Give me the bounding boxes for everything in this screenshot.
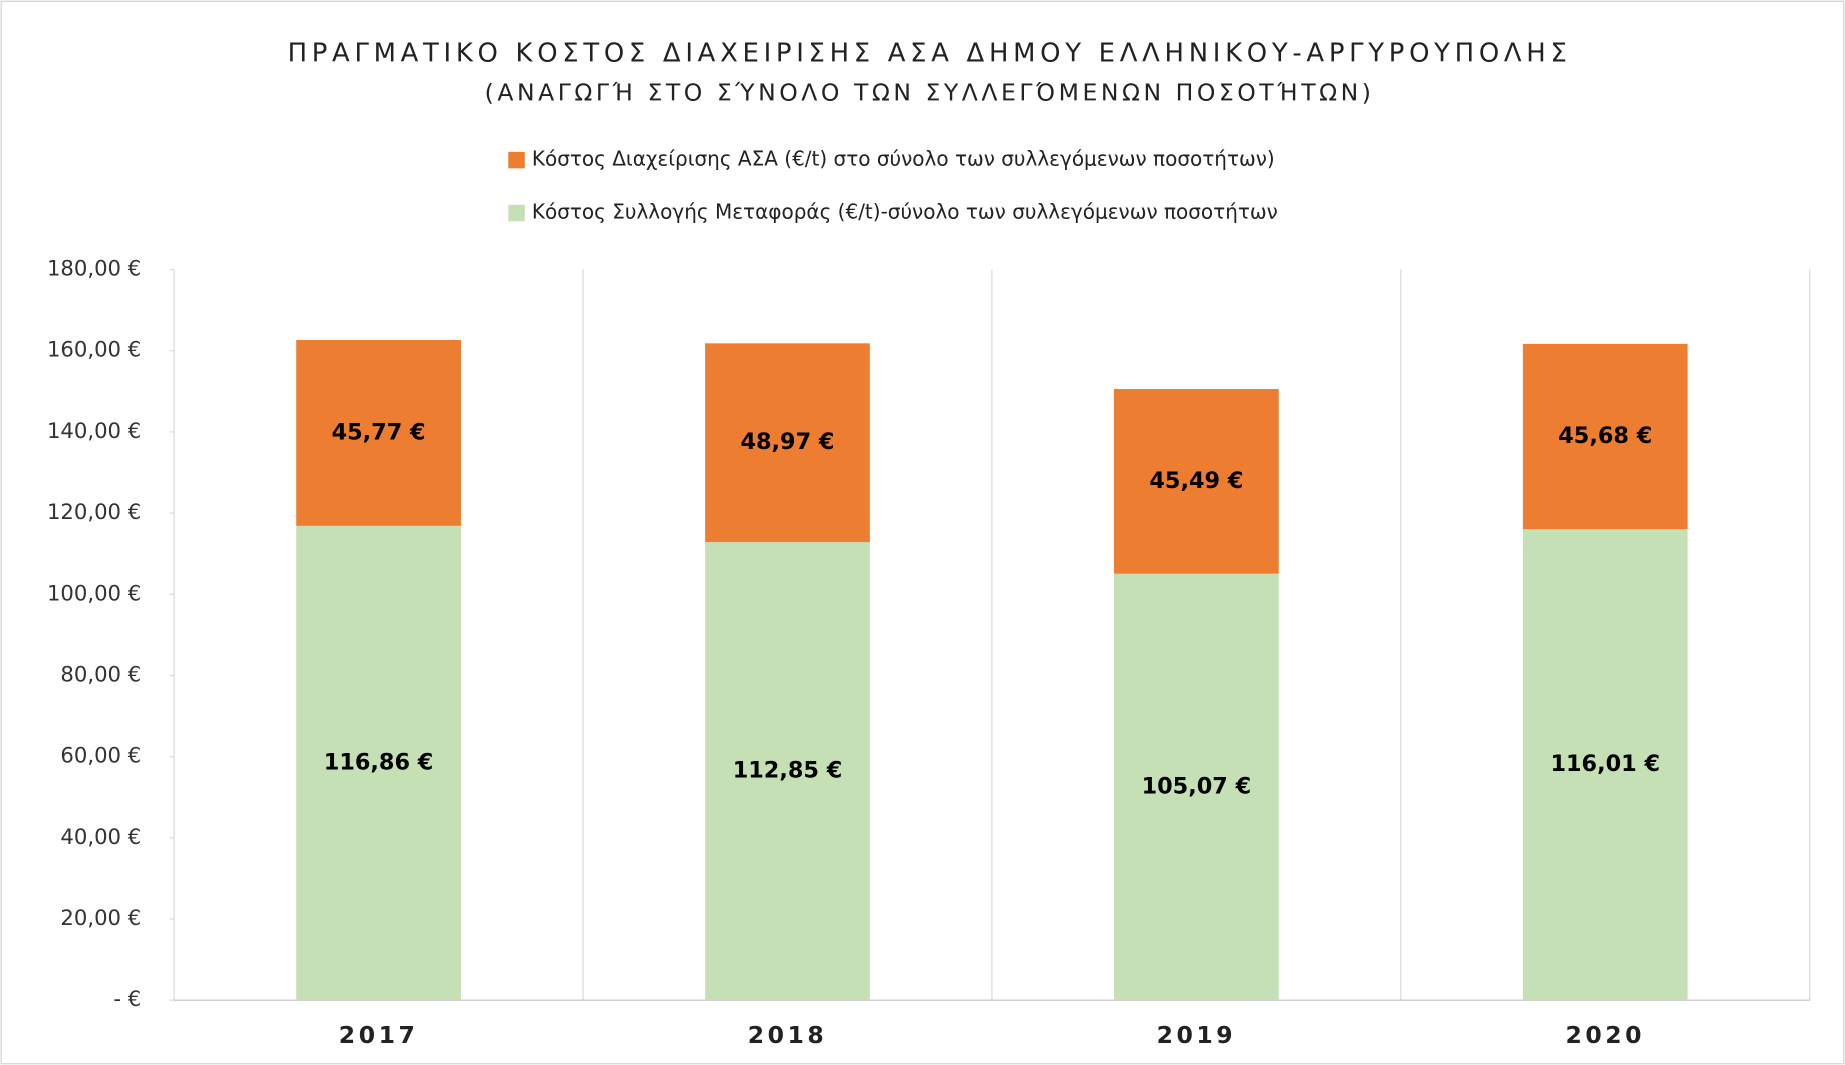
value-label: 45,68 € xyxy=(1558,423,1652,449)
bar-segment xyxy=(1522,529,1688,1001)
legend-label: Κόστος Συλλογής Μεταφοράς (€/t)-σύνολο τ… xyxy=(532,200,1278,224)
y-tick-label: 80,00 € xyxy=(60,661,141,686)
value-label: 45,49 € xyxy=(1149,468,1243,494)
value-label: 116,86 € xyxy=(324,750,434,776)
y-tick-label: 60,00 € xyxy=(60,743,141,768)
chart-title: ΠΡΑΓΜΑΤΙΚΟ ΚΟΣΤΟΣ ΔΙΑΧΕΙΡΙΣΗΣ ΑΣΑ ΔΗΜΟΥ … xyxy=(288,39,1572,69)
x-tick-label: 2018 xyxy=(748,1021,828,1049)
y-tick-label: 120,00 € xyxy=(47,499,141,524)
x-tick-label: 2020 xyxy=(1565,1021,1645,1049)
bar-segment xyxy=(1114,573,1279,1001)
y-tick-label: 140,00 € xyxy=(47,418,141,443)
y-tick-label: 40,00 € xyxy=(60,824,141,849)
y-tick-label: 20,00 € xyxy=(60,905,141,930)
value-label: 45,77 € xyxy=(332,419,426,445)
y-tick-label: - € xyxy=(113,986,141,1011)
value-label: 48,97 € xyxy=(740,429,834,455)
legend-swatch xyxy=(508,204,525,222)
value-label: 116,01 € xyxy=(1550,751,1660,777)
legend-swatch xyxy=(508,151,525,169)
y-tick-label: 180,00 € xyxy=(47,256,141,281)
y-tick-label: 160,00 € xyxy=(47,337,141,362)
bar-segment xyxy=(296,525,461,1001)
bar-segment xyxy=(705,343,870,543)
chart-subtitle: (ΑΝΑΓΩΓΉ ΣΤΟ ΣΎΝΟΛΟ ΤΩΝ ΣΥΛΛΕΓΌΜΕΝΩΝ ΠΟΣ… xyxy=(485,79,1375,107)
value-label: 105,07 € xyxy=(1142,773,1252,799)
bar-segment xyxy=(1522,343,1688,530)
legend-label: Κόστος Διαχείρισης ΑΣΑ (€/t) στο σύνολο … xyxy=(532,147,1275,171)
x-tick-label: 2017 xyxy=(339,1021,419,1049)
bar-segment xyxy=(1114,389,1279,574)
x-tick-label: 2019 xyxy=(1157,1021,1237,1049)
bar-segment xyxy=(296,340,461,526)
bar-segment xyxy=(705,542,870,1001)
y-tick-label: 100,00 € xyxy=(47,580,141,605)
value-label: 112,85 € xyxy=(733,758,843,784)
